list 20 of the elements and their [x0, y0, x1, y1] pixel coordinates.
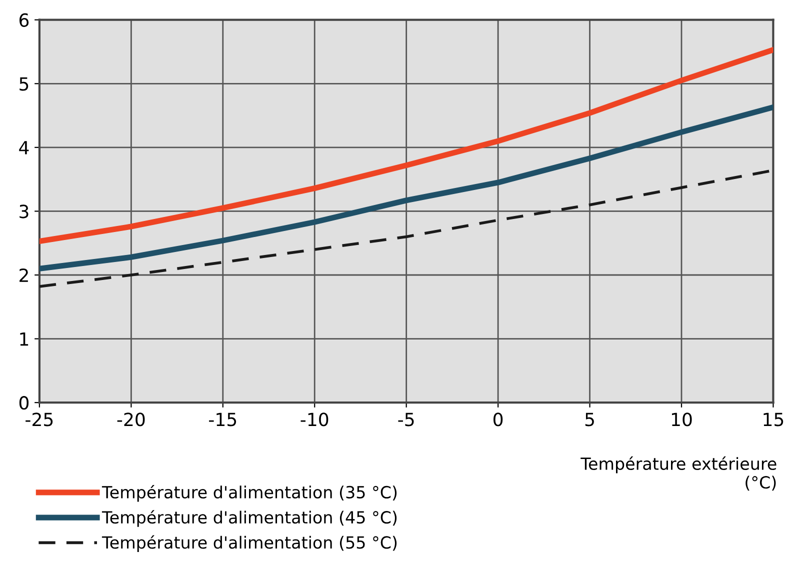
y-tick-label: 2	[20, 268, 28, 282]
x-tick-label: 0	[494, 412, 503, 426]
x-tick-label: -5	[398, 412, 414, 426]
y-tick-label: 4	[19, 141, 29, 154]
y-tick-label: 3	[20, 204, 28, 218]
x-tick-label: -10	[300, 412, 328, 426]
y-tick-label: 1	[20, 332, 28, 346]
x-tick-label: 10	[672, 412, 692, 426]
x-tick-label: 5	[585, 412, 594, 426]
y-tick-label: 6	[20, 13, 29, 27]
y-tick-label: 5	[20, 77, 28, 91]
x-tick-label: 15	[764, 412, 784, 426]
legend-label: Température d'alimentation (45 °C)	[102, 510, 397, 527]
x-tick-label: -20	[117, 412, 145, 426]
x-tick-label: -25	[26, 412, 53, 426]
legend-label: Température d'alimentation (35 °C)	[102, 484, 397, 502]
legend-label: Température d'alimentation (55 °C)	[102, 535, 397, 552]
x-axis-title: Température extérieure (°C)	[580, 456, 776, 491]
y-tick-label: 0	[19, 396, 29, 410]
x-tick-label: -15	[209, 412, 236, 426]
